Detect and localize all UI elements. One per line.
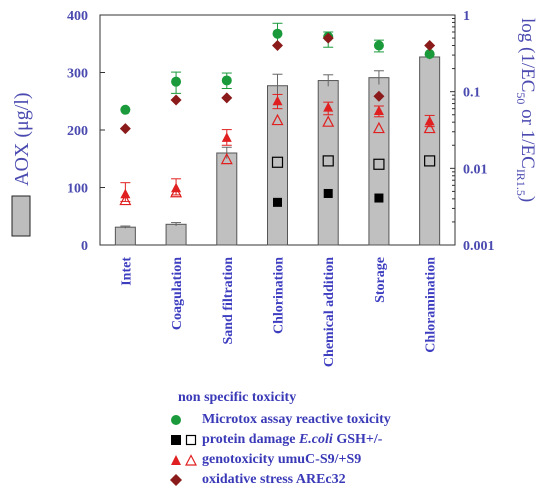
legend-item-genotox: genotoxicity umuC-S9/+S9 xyxy=(170,450,540,470)
category-label: Chlorination xyxy=(272,257,287,334)
square-pair-icon xyxy=(170,434,202,446)
oxidative-stress-point xyxy=(424,40,436,52)
right-tick-label: 1 xyxy=(463,9,470,24)
bars-layer xyxy=(114,54,441,246)
green-circle-icon xyxy=(170,414,202,426)
genotox-minus-s9-point xyxy=(424,115,435,126)
red-diamond-icon xyxy=(170,474,202,486)
protein-gsh-plus-point xyxy=(424,155,436,167)
aox-bar xyxy=(165,223,187,246)
category-label: Storage xyxy=(373,257,388,303)
genotox-plus-s9-point xyxy=(119,193,132,206)
genotox-plus-s9-point xyxy=(372,121,385,134)
legend: non specific toxicity Microtox assay rea… xyxy=(170,390,540,490)
oxidative-stress-point xyxy=(373,90,385,102)
category-label: Intet xyxy=(119,257,134,286)
legend-item-oxidative: oxidative stress AREc32 xyxy=(170,470,540,490)
microtox-point xyxy=(120,104,131,115)
legend-heading: non specific toxicity xyxy=(178,390,297,405)
left-tick-label: 400 xyxy=(67,9,88,24)
left-tick-label: 200 xyxy=(67,124,88,139)
right-axis-title: log (1/EC50 or 1/ECIR1.5) xyxy=(514,18,538,202)
microtox-point xyxy=(272,28,283,39)
genotox-minus-s9-point xyxy=(323,102,334,112)
protein-gsh-plus-point xyxy=(322,155,334,167)
aox-bar xyxy=(216,152,238,246)
left-tick-label: 100 xyxy=(67,182,88,197)
axes-layer: 0 100 200 300 400 1 0.1 0.01 0.001 Intet Coagulati… xyxy=(67,9,495,367)
category-label: Chemical addition xyxy=(322,257,337,367)
genotox-minus-s9-point xyxy=(221,132,232,142)
category-label: Coagulation xyxy=(170,257,185,330)
microtox-point xyxy=(171,76,182,87)
triangle-pair-icon xyxy=(170,454,202,466)
oxidative-stress-point xyxy=(221,92,233,104)
legend-label-genotox: genotoxicity umuC-S9/+S9 xyxy=(202,452,362,467)
oxidative-stress-point xyxy=(170,94,182,106)
left-tick-label: 300 xyxy=(67,67,88,82)
right-tick-label: 0.001 xyxy=(463,239,495,254)
oxidative-stress-point xyxy=(272,40,283,52)
genotox-plus-s9-point xyxy=(423,121,436,134)
right-tick-label: 0.1 xyxy=(463,86,481,101)
genotox-minus-s9-point xyxy=(272,95,283,106)
oxidative-stress-point xyxy=(322,32,334,44)
protein-gsh-minus-point xyxy=(323,188,333,198)
protein-gsh-minus-point xyxy=(374,193,384,203)
aox-bar xyxy=(267,85,288,246)
category-label: Chloramination xyxy=(424,257,439,353)
left-tick-label: 0 xyxy=(81,239,88,254)
microtox-point xyxy=(221,75,232,86)
genotox-plus-s9-point xyxy=(220,152,233,165)
legend-item-microtox: Microtox assay reactive toxicity xyxy=(170,410,540,430)
protein-gsh-minus-point xyxy=(273,197,282,207)
legend-label-protein: protein damage E.coli GSH+/- xyxy=(202,432,383,447)
aox-bar xyxy=(419,56,441,246)
protein-gsh-plus-point xyxy=(271,156,284,168)
microtox-point xyxy=(424,48,435,59)
legend-label-microtox: Microtox assay reactive toxicity xyxy=(202,412,391,427)
markers-layer xyxy=(119,22,436,207)
category-label: Sand filtration xyxy=(221,257,236,345)
genotox-minus-s9-point xyxy=(120,188,131,199)
legend-label-oxidative: oxidative stress AREc32 xyxy=(202,472,346,487)
right-tick-label: 0.01 xyxy=(463,162,488,177)
genotox-plus-s9-point xyxy=(322,115,335,127)
microtox-point xyxy=(373,40,384,51)
genotox-minus-s9-point xyxy=(373,105,384,115)
left-axis-legend-swatch xyxy=(11,195,31,237)
left-axis-title: AOX (μg/l) xyxy=(11,92,33,186)
legend-item-protein: protein damage E.coli GSH+/- xyxy=(170,430,540,450)
genotox-plus-s9-point xyxy=(170,185,183,198)
aox-bar xyxy=(114,226,136,246)
aox-bar xyxy=(368,77,390,246)
genotox-plus-s9-point xyxy=(271,113,284,126)
protein-gsh-plus-point xyxy=(373,158,385,170)
oxidative-stress-point xyxy=(119,123,131,135)
